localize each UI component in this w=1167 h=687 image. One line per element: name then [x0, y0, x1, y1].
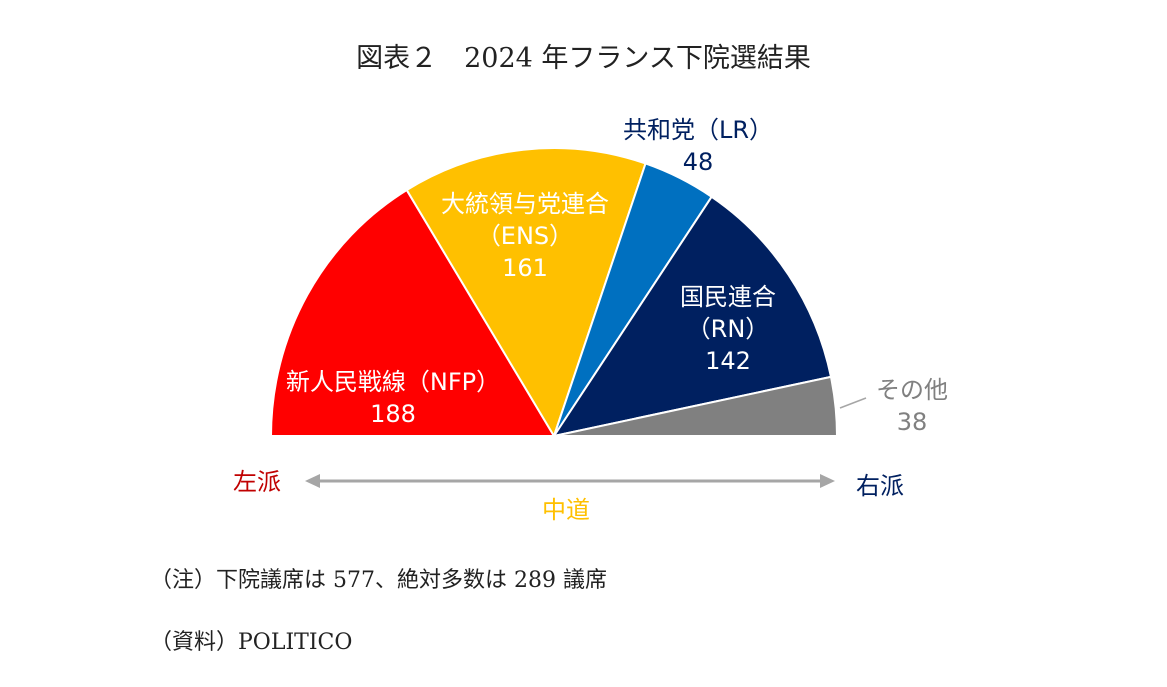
slice-lr-label-line: 48 — [683, 148, 714, 176]
slice-lr-label: 共和党（LR） 48 — [623, 116, 773, 176]
slice-rn-label: 国民連合 （RN） 142 — [680, 283, 776, 375]
slice-rn-label-line: （RN） — [687, 315, 770, 343]
axis-label-left: 左派 — [233, 468, 281, 496]
chart-note: （注）下院議席は 577、絶対多数は 289 議席 — [150, 568, 607, 593]
slice-nfp-label-line: 新人民戦線（NFP） — [286, 368, 500, 396]
chart-source: （資料）POLITICO — [150, 630, 353, 655]
axis-arrow-left-head — [305, 474, 320, 488]
slice-other-label-line: 38 — [897, 408, 928, 436]
axis-label-center: 中道 — [542, 496, 590, 524]
chart-slices — [269, 147, 839, 439]
slice-ens-label-line: 161 — [502, 254, 548, 282]
slice-rn — [551, 195, 833, 438]
slice-other — [553, 375, 839, 437]
slice-nfp-label: 新人民戦線（NFP） 188 — [286, 368, 500, 428]
slice-nfp — [269, 188, 556, 437]
slice-lr-label-line: 共和党（LR） — [623, 116, 773, 144]
chart-labels: 新人民戦線（NFP） 188 大統領与党連合 （ENS） 161 共和党（LR） 48 国民連… — [286, 116, 948, 436]
slice-other-label: その他 38 — [876, 376, 948, 436]
slice-ens-label: 大統領与党連合 （ENS） 161 — [441, 190, 609, 282]
slice-ens-label-line: （ENS） — [477, 222, 573, 250]
slice-rn-label-line: 142 — [705, 347, 751, 375]
slice-other-label-line: その他 — [876, 376, 948, 404]
chart-title: 図表２ 2024 年フランス下院選結果 — [356, 43, 811, 74]
slice-ens-label-line: 大統領与党連合 — [441, 190, 609, 218]
leader-line-other — [839, 397, 867, 409]
slice-ens — [405, 147, 647, 439]
slice-nfp-label-line: 188 — [370, 400, 416, 428]
political-axis: 左派 中道 右派 — [233, 468, 904, 524]
slice-rn-label-line: 国民連合 — [680, 283, 776, 311]
axis-arrow-right-head — [820, 474, 835, 488]
axis-label-right: 右派 — [856, 472, 904, 500]
